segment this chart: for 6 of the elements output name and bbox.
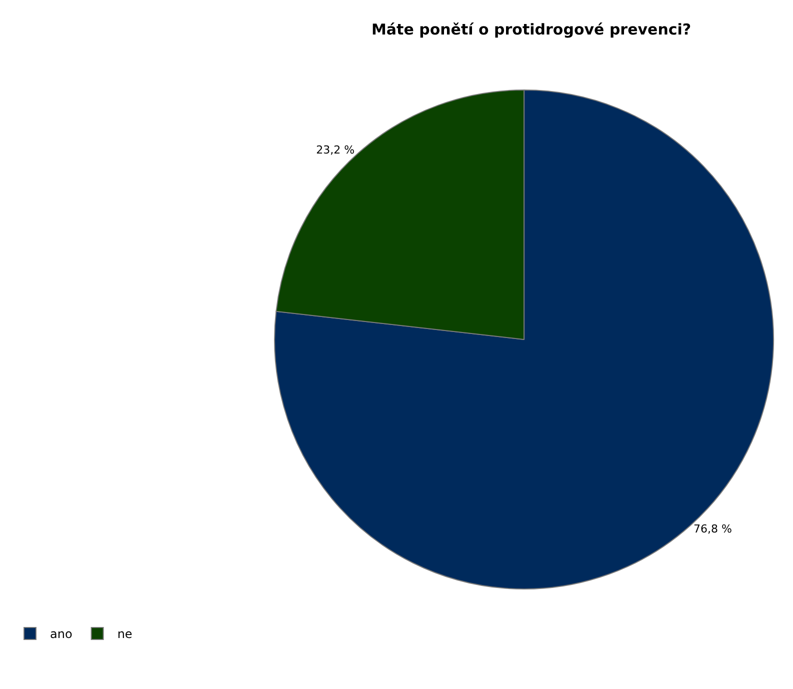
pie-slice [274, 90, 774, 590]
chart-title: Máte ponětí o protidrogové prevenci? [371, 20, 692, 39]
legend-label: ano [50, 627, 72, 642]
legend-label: ne [117, 627, 132, 642]
data-label: 23,2 % [316, 143, 355, 156]
data-label: 76,8 % [693, 522, 732, 536]
